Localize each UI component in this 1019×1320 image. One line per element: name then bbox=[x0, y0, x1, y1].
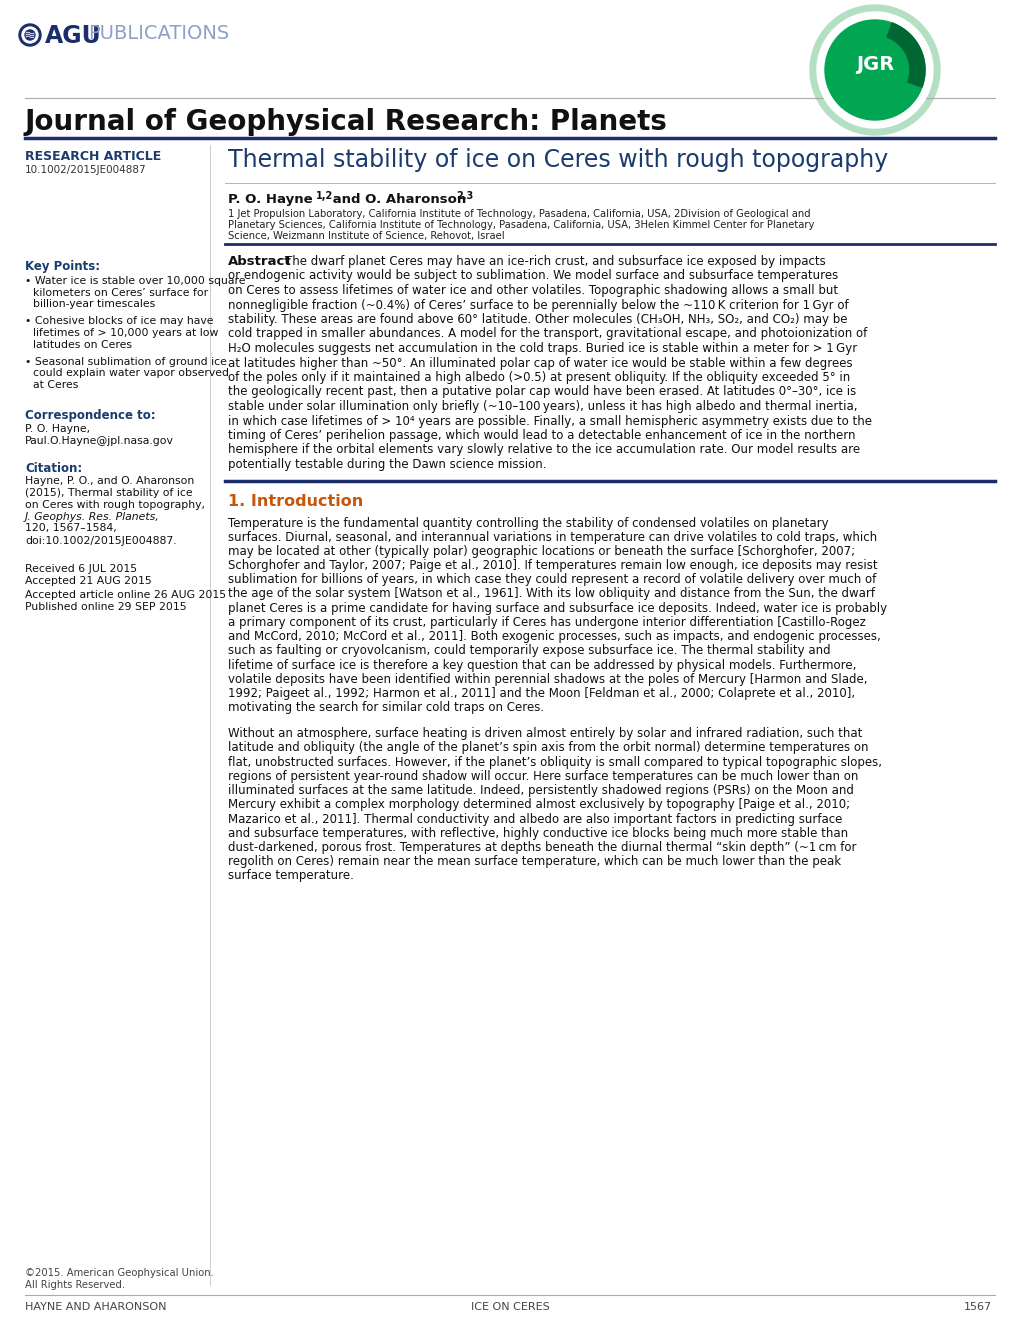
Wedge shape bbox=[887, 22, 924, 87]
Text: the geologically recent past, then a putative polar cap would have been erased. : the geologically recent past, then a put… bbox=[228, 385, 855, 399]
Text: latitude and obliquity (the angle of the planet’s spin axis from the orbit norma: latitude and obliquity (the angle of the… bbox=[228, 742, 867, 755]
Text: illuminated surfaces at the same latitude. Indeed, persistently shadowed regions: illuminated surfaces at the same latitud… bbox=[228, 784, 853, 797]
Circle shape bbox=[25, 30, 35, 40]
Text: Mazarico et al., 2011]. Thermal conductivity and albedo are also important facto: Mazarico et al., 2011]. Thermal conducti… bbox=[228, 813, 842, 825]
Text: Paul.O.Hayne@jpl.nasa.gov: Paul.O.Hayne@jpl.nasa.gov bbox=[25, 436, 173, 446]
Text: billion-year timescales: billion-year timescales bbox=[33, 300, 155, 309]
Text: hemisphere if the orbital elements vary slowly relative to the ice accumulation : hemisphere if the orbital elements vary … bbox=[228, 444, 859, 457]
Text: Received 6 JUL 2015: Received 6 JUL 2015 bbox=[25, 564, 137, 573]
Text: latitudes on Ceres: latitudes on Ceres bbox=[33, 339, 131, 350]
Text: 1. Introduction: 1. Introduction bbox=[228, 495, 363, 510]
Circle shape bbox=[816, 12, 932, 128]
Text: such as faulting or cryovolcanism, could temporarily expose subsurface ice. The : such as faulting or cryovolcanism, could… bbox=[228, 644, 829, 657]
Text: PUBLICATIONS: PUBLICATIONS bbox=[88, 24, 229, 44]
Text: P. O. Hayne: P. O. Hayne bbox=[228, 193, 312, 206]
Text: and O. Aharonson: and O. Aharonson bbox=[328, 193, 466, 206]
Text: kilometers on Ceres’ surface for: kilometers on Ceres’ surface for bbox=[33, 288, 208, 297]
Text: Planetary Sciences, California Institute of Technology, Pasadena, California, US: Planetary Sciences, California Institute… bbox=[228, 220, 813, 230]
Text: H₂O molecules suggests net accumulation in the cold traps. Buried ice is stable : H₂O molecules suggests net accumulation … bbox=[228, 342, 856, 355]
Text: potentially testable during the Dawn science mission.: potentially testable during the Dawn sci… bbox=[228, 458, 546, 471]
Text: regolith on Ceres) remain near the mean surface temperature, which can be much l: regolith on Ceres) remain near the mean … bbox=[228, 855, 841, 869]
Text: Accepted article online 26 AUG 2015: Accepted article online 26 AUG 2015 bbox=[25, 590, 226, 599]
Text: Correspondence to:: Correspondence to: bbox=[25, 409, 156, 422]
Text: surface temperature.: surface temperature. bbox=[228, 870, 354, 882]
Text: Citation:: Citation: bbox=[25, 462, 83, 474]
Text: 1 Jet Propulsion Laboratory, California Institute of Technology, Pasadena, Calif: 1 Jet Propulsion Laboratory, California … bbox=[228, 209, 810, 219]
Text: Accepted 21 AUG 2015: Accepted 21 AUG 2015 bbox=[25, 577, 152, 586]
Text: timing of Ceres’ perihelion passage, which would lead to a detectable enhancemen: timing of Ceres’ perihelion passage, whi… bbox=[228, 429, 855, 442]
Text: a primary component of its crust, particularly if Ceres has undergone interior d: a primary component of its crust, partic… bbox=[228, 616, 865, 628]
Text: lifetime of surface ice is therefore a key question that can be addressed by phy: lifetime of surface ice is therefore a k… bbox=[228, 659, 856, 672]
Text: sublimation for billions of years, in which case they could represent a record o: sublimation for billions of years, in wh… bbox=[228, 573, 875, 586]
Text: The dwarf planet Ceres may have an ice-rich crust, and subsurface ice exposed by: The dwarf planet Ceres may have an ice-r… bbox=[284, 255, 825, 268]
Text: Temperature is the fundamental quantity controlling the stability of condensed v: Temperature is the fundamental quantity … bbox=[228, 516, 827, 529]
Text: stable under solar illumination only briefly (~10–100 years), unless it has high: stable under solar illumination only bri… bbox=[228, 400, 857, 413]
Text: cold trapped in smaller abundances. A model for the transport, gravitational esc: cold trapped in smaller abundances. A mo… bbox=[228, 327, 866, 341]
Text: Science, Weizmann Institute of Science, Rehovot, Israel: Science, Weizmann Institute of Science, … bbox=[228, 231, 504, 242]
Text: the age of the solar system [Watson et al., 1961]. With its low obliquity and di: the age of the solar system [Watson et a… bbox=[228, 587, 874, 601]
Text: stability. These areas are found above 60° latitude. Other molecules (CH₃OH, NH₃: stability. These areas are found above 6… bbox=[228, 313, 847, 326]
Text: • Cohesive blocks of ice may have: • Cohesive blocks of ice may have bbox=[25, 317, 213, 326]
Text: ICE ON CERES: ICE ON CERES bbox=[470, 1302, 549, 1312]
Text: • Seasonal sublimation of ground ice: • Seasonal sublimation of ground ice bbox=[25, 356, 226, 367]
Text: Published online 29 SEP 2015: Published online 29 SEP 2015 bbox=[25, 602, 186, 612]
Text: AGU: AGU bbox=[45, 24, 102, 48]
Text: 2,3: 2,3 bbox=[455, 191, 473, 201]
Text: and subsurface temperatures, with reflective, highly conductive ice blocks being: and subsurface temperatures, with reflec… bbox=[228, 826, 847, 840]
Text: could explain water vapor observed: could explain water vapor observed bbox=[33, 368, 229, 379]
Text: on Ceres with rough topography,: on Ceres with rough topography, bbox=[25, 499, 205, 510]
Text: nonnegligible fraction (~0.4%) of Ceres’ surface to be perennially below the ~11: nonnegligible fraction (~0.4%) of Ceres’… bbox=[228, 298, 848, 312]
Text: Abstract: Abstract bbox=[228, 255, 291, 268]
Text: and McCord, 2010; McCord et al., 2011]. Both exogenic processes, such as impacts: and McCord, 2010; McCord et al., 2011]. … bbox=[228, 630, 879, 643]
Text: (2015), Thermal stability of ice: (2015), Thermal stability of ice bbox=[25, 487, 193, 498]
Text: ©2015. American Geophysical Union.: ©2015. American Geophysical Union. bbox=[25, 1269, 214, 1278]
Text: HAYNE AND AHARONSON: HAYNE AND AHARONSON bbox=[25, 1302, 166, 1312]
Text: surfaces. Diurnal, seasonal, and interannual variations in temperature can drive: surfaces. Diurnal, seasonal, and interan… bbox=[228, 531, 876, 544]
Text: All Rights Reserved.: All Rights Reserved. bbox=[25, 1280, 125, 1290]
Text: at Ceres: at Ceres bbox=[33, 380, 78, 389]
Text: volatile deposits have been identified within perennial shadows at the poles of : volatile deposits have been identified w… bbox=[228, 673, 866, 685]
Text: regions of persistent year-round shadow will occur. Here surface temperatures ca: regions of persistent year-round shadow … bbox=[228, 770, 858, 783]
Text: of the poles only if it maintained a high albedo (>0.5) at present obliquity. If: of the poles only if it maintained a hig… bbox=[228, 371, 850, 384]
Circle shape bbox=[824, 20, 924, 120]
Text: 1567: 1567 bbox=[963, 1302, 991, 1312]
Text: Thermal stability of ice on Ceres with rough topography: Thermal stability of ice on Ceres with r… bbox=[228, 148, 888, 172]
Text: on Ceres to assess lifetimes of water ice and other volatiles. Topographic shado: on Ceres to assess lifetimes of water ic… bbox=[228, 284, 838, 297]
Text: RESEARCH ARTICLE: RESEARCH ARTICLE bbox=[25, 150, 161, 162]
Text: dust-darkened, porous frost. Temperatures at depths beneath the diurnal thermal : dust-darkened, porous frost. Temperature… bbox=[228, 841, 856, 854]
Text: 10.1002/2015JE004887: 10.1002/2015JE004887 bbox=[25, 165, 147, 176]
Text: 1992; Paigeet al., 1992; Harmon et al., 2011] and the Moon [Feldman et al., 2000: 1992; Paigeet al., 1992; Harmon et al., … bbox=[228, 686, 854, 700]
Text: Journal of Geophysical Research: Planets: Journal of Geophysical Research: Planets bbox=[25, 108, 667, 136]
Text: Schorghofer and Taylor, 2007; Paige et al., 2010]. If temperatures remain low en: Schorghofer and Taylor, 2007; Paige et a… bbox=[228, 560, 876, 572]
Text: flat, unobstructed surfaces. However, if the planet’s obliquity is small compare: flat, unobstructed surfaces. However, if… bbox=[228, 755, 881, 768]
Text: lifetimes of > 10,000 years at low: lifetimes of > 10,000 years at low bbox=[33, 327, 218, 338]
Text: planet Ceres is a prime candidate for having surface and subsurface ice deposits: planet Ceres is a prime candidate for ha… bbox=[228, 602, 887, 615]
Text: Mercury exhibit a complex morphology determined almost exclusively by topography: Mercury exhibit a complex morphology det… bbox=[228, 799, 849, 812]
Circle shape bbox=[809, 5, 940, 135]
Text: P. O. Hayne,: P. O. Hayne, bbox=[25, 424, 90, 433]
Text: 120, 1567–1584,: 120, 1567–1584, bbox=[25, 524, 116, 533]
Text: doi:10.1002/2015JE004887.: doi:10.1002/2015JE004887. bbox=[25, 536, 176, 545]
Text: Without an atmosphere, surface heating is driven almost entirely by solar and in: Without an atmosphere, surface heating i… bbox=[228, 727, 861, 741]
Text: may be located at other (typically polar) geographic locations or beneath the su: may be located at other (typically polar… bbox=[228, 545, 854, 558]
Circle shape bbox=[22, 26, 38, 44]
Text: Hayne, P. O., and O. Aharonson: Hayne, P. O., and O. Aharonson bbox=[25, 475, 194, 486]
Text: at latitudes higher than ~50°. An illuminated polar cap of water ice would be st: at latitudes higher than ~50°. An illumi… bbox=[228, 356, 852, 370]
Text: or endogenic activity would be subject to sublimation. We model surface and subs: or endogenic activity would be subject t… bbox=[228, 269, 838, 282]
Text: • Water ice is stable over 10,000 square: • Water ice is stable over 10,000 square bbox=[25, 276, 246, 286]
Text: JGR: JGR bbox=[855, 55, 894, 74]
Text: motivating the search for similar cold traps on Ceres.: motivating the search for similar cold t… bbox=[228, 701, 543, 714]
Text: in which case lifetimes of > 10⁴ years are possible. Finally, a small hemispheri: in which case lifetimes of > 10⁴ years a… bbox=[228, 414, 871, 428]
Circle shape bbox=[19, 24, 41, 46]
Text: J. Geophys. Res. Planets,: J. Geophys. Res. Planets, bbox=[25, 511, 160, 521]
Text: 1,2: 1,2 bbox=[316, 191, 333, 201]
Text: Key Points:: Key Points: bbox=[25, 260, 100, 273]
